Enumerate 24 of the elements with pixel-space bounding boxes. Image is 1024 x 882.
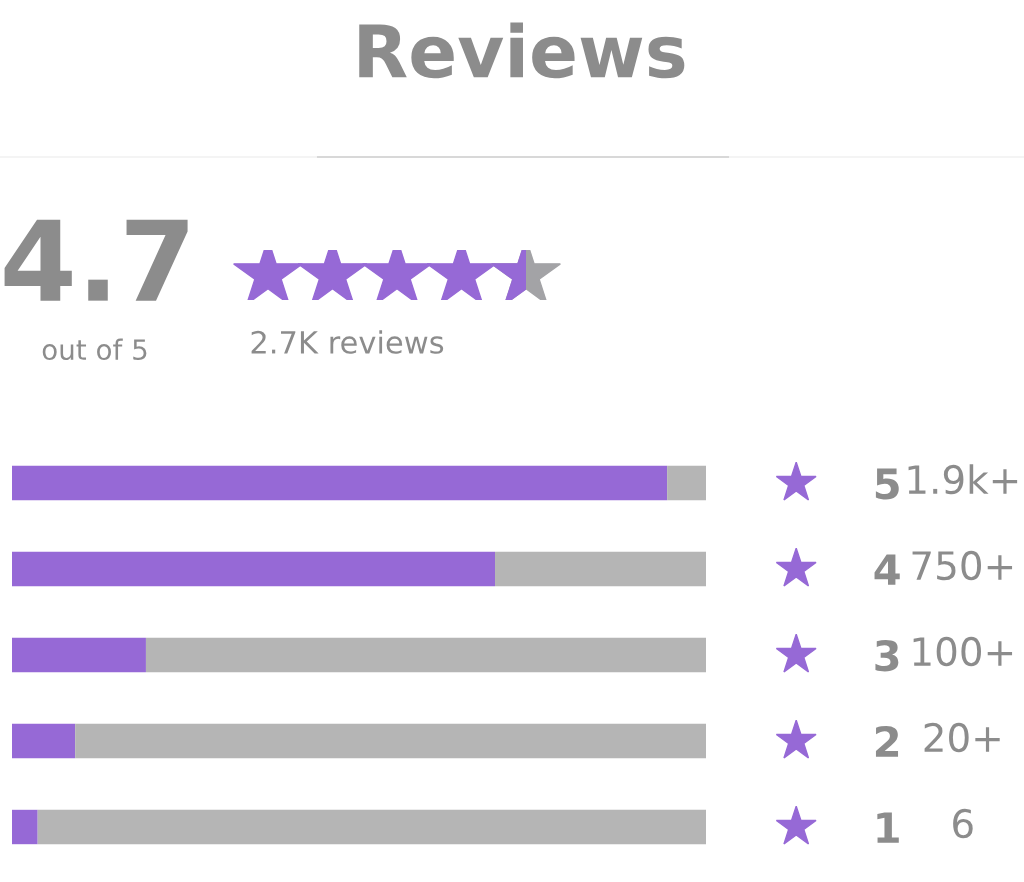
text: out of 5 <box>42 338 147 361</box>
bar <box>12 465 668 501</box>
text: 20+ <box>924 722 1000 753</box>
y-tick-label: 3 <box>875 639 899 672</box>
text: 4.7 <box>4 219 188 301</box>
text: 2.7K reviews <box>251 330 444 354</box>
bar <box>12 637 146 673</box>
bar <box>75 723 706 759</box>
text: 1.9k+ <box>908 464 1018 495</box>
text: 750+ <box>912 550 1013 581</box>
y-tick-label: 2 <box>875 725 899 757</box>
bar <box>12 809 38 845</box>
y-tick-label: 1 <box>877 812 899 843</box>
bar <box>12 723 76 759</box>
y-tick-label: 5 <box>875 468 899 500</box>
y-tick-label: 4 <box>874 554 900 585</box>
text: 6 <box>953 808 973 839</box>
bar <box>37 809 706 845</box>
chart-title: Reviews <box>359 22 685 79</box>
bar <box>495 551 706 587</box>
bar <box>12 551 496 587</box>
text: 100+ <box>913 636 1013 667</box>
bar <box>145 637 706 673</box>
bar <box>667 465 706 501</box>
